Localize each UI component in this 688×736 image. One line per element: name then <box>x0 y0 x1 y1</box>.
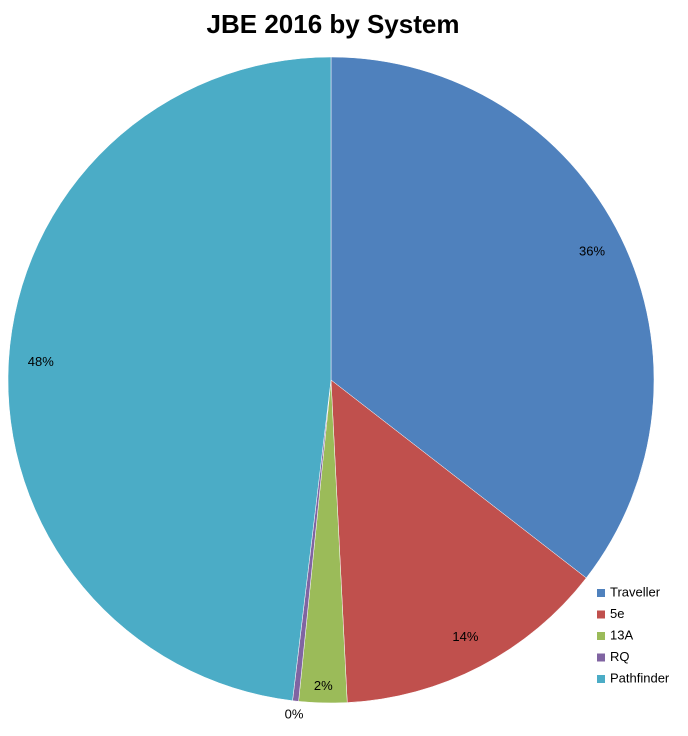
pie-slice <box>7 56 332 701</box>
data-label: 14% <box>452 629 478 644</box>
legend-label: Traveller <box>610 584 661 599</box>
data-label: 48% <box>28 354 54 369</box>
legend-swatch <box>597 589 605 597</box>
data-label: 36% <box>579 244 605 259</box>
legend-label: 5e <box>610 606 624 621</box>
legend-swatch <box>597 610 605 619</box>
data-label: 0% <box>285 706 304 721</box>
pie-slice <box>330 56 655 579</box>
legend-label: Pathfinder <box>610 670 670 685</box>
legend-label: 13A <box>610 627 633 642</box>
legend-swatch <box>597 632 605 640</box>
legend-swatch <box>597 653 605 662</box>
chart-title: JBE 2016 by System <box>207 9 460 39</box>
pie-slice <box>330 379 587 703</box>
data-label: 2% <box>314 678 333 693</box>
legend-swatch <box>597 675 605 683</box>
legend-label: RQ <box>610 649 630 664</box>
